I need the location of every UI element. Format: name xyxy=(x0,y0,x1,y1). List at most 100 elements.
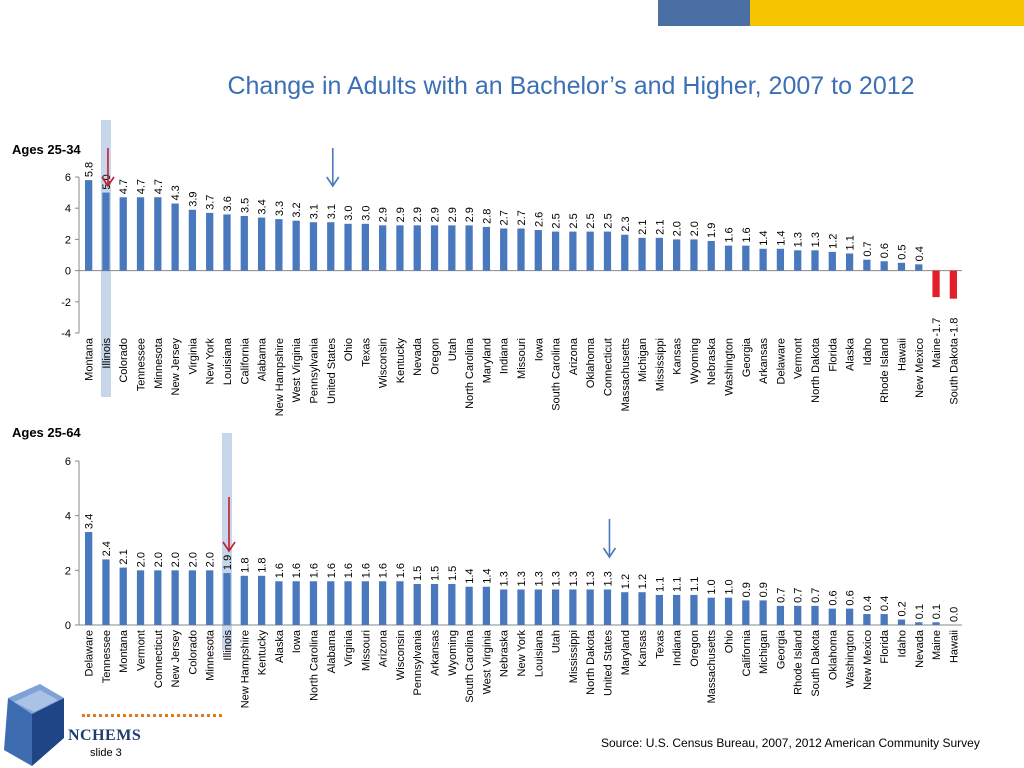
bar-oklahoma xyxy=(586,231,594,271)
data-label: 1.0 xyxy=(724,579,736,594)
bar-alaska xyxy=(845,253,854,271)
category-label: Nebraska xyxy=(499,629,511,677)
data-label: 4.7 xyxy=(153,179,165,194)
category-label: Pennsylvania xyxy=(308,337,320,403)
y-tick-label: 4 xyxy=(65,203,71,215)
data-label: 4.3 xyxy=(170,185,182,200)
bar-west-virginia xyxy=(292,220,300,271)
bar-massachusetts xyxy=(621,234,629,271)
data-label: 0.0 xyxy=(948,607,960,622)
category-label: South Dakota xyxy=(948,337,960,405)
category-label: Rhode Island xyxy=(879,338,891,403)
data-label: 2.0 xyxy=(170,552,182,567)
category-label: New Mexico xyxy=(914,338,926,398)
source-note: Source: U.S. Census Bureau, 2007, 2012 A… xyxy=(601,736,980,750)
category-label: Oregon xyxy=(689,630,701,667)
category-label: Kansas xyxy=(672,338,684,375)
bar-washington xyxy=(724,245,733,271)
bar-wyoming xyxy=(448,584,456,625)
red-arrow-head xyxy=(101,176,115,188)
category-label: North Carolina xyxy=(464,337,476,409)
category-label: Ohio xyxy=(343,338,355,361)
bar-kentucky xyxy=(396,225,404,271)
category-label: Texas xyxy=(654,630,666,659)
data-label: 1.0 xyxy=(706,579,718,594)
nchems-cube-logo xyxy=(4,684,64,766)
bar-utah xyxy=(551,589,560,625)
y-tick-label: 6 xyxy=(65,456,71,468)
red-arrow-head xyxy=(222,541,236,553)
bar-vermont xyxy=(794,250,802,271)
category-label: Alabama xyxy=(257,337,269,381)
category-label: Louisiana xyxy=(533,629,545,677)
data-label: 0.1 xyxy=(914,604,926,619)
bar-montana xyxy=(119,567,127,625)
slide-title: Change in Adults with an Bachelor’s and … xyxy=(227,72,915,100)
data-label: 2.0 xyxy=(187,552,199,567)
data-label: 0.6 xyxy=(879,243,891,258)
category-label: Washington xyxy=(845,630,857,688)
y-tick-label: 2 xyxy=(65,565,71,577)
category-label: Mississippi xyxy=(654,338,666,391)
bar-nebraska xyxy=(500,589,508,625)
bar-tennessee xyxy=(102,559,110,625)
data-label: 0.5 xyxy=(896,245,908,260)
bar-united-states xyxy=(603,589,612,625)
chart-panel-2: Ages 25-64 6 4 2 0 3.4 Delaware 2.4 Tennessee 2.1… xyxy=(12,425,962,708)
category-label: New Jersey xyxy=(170,338,182,396)
data-label: 1.4 xyxy=(758,230,770,245)
bar-north-carolina xyxy=(309,581,318,625)
category-label: Indiana xyxy=(672,629,684,666)
data-label: 3.7 xyxy=(205,195,217,210)
category-label: California xyxy=(741,629,753,676)
data-label: 1.2 xyxy=(637,574,649,589)
bar-iowa xyxy=(534,230,542,271)
bar-texas xyxy=(655,594,663,625)
logo-dotted-rule xyxy=(82,714,222,717)
bar-new-york xyxy=(517,589,525,625)
category-label: Nevada xyxy=(412,337,424,376)
bar-washington xyxy=(845,608,854,625)
y-tick-label: -4 xyxy=(61,328,71,340)
data-label: 1.6 xyxy=(308,563,320,578)
bar-kansas xyxy=(638,592,646,625)
category-label: New Jersey xyxy=(170,630,182,688)
bar-arizona xyxy=(379,581,387,625)
data-label: 1.3 xyxy=(585,571,597,586)
data-label: 1.1 xyxy=(689,577,701,592)
category-label: Wisconsin xyxy=(395,630,407,680)
bar-wisconsin xyxy=(396,581,404,625)
bar-missouri xyxy=(361,581,369,625)
bar-minnesota xyxy=(206,570,214,625)
data-label: 4.7 xyxy=(136,179,148,194)
category-label: New York xyxy=(205,338,217,385)
category-label: Vermont xyxy=(793,338,805,379)
data-label: -1.8 xyxy=(948,318,960,337)
bar-united-states xyxy=(327,222,335,271)
bar-virginia xyxy=(344,581,352,625)
bar-wyoming xyxy=(690,239,698,271)
data-label: 0.7 xyxy=(862,241,874,256)
data-label: 1.4 xyxy=(481,568,493,583)
data-label: 3.1 xyxy=(326,204,338,219)
category-label: Massachusetts xyxy=(706,630,718,704)
data-label: 0.6 xyxy=(827,590,839,605)
bar-arizona xyxy=(569,231,577,271)
data-label: 3.9 xyxy=(187,191,199,206)
category-label: Idaho xyxy=(896,630,908,658)
category-label: Virginia xyxy=(187,337,199,374)
category-label: Georgia xyxy=(775,629,787,669)
category-label: North Dakota xyxy=(585,629,597,695)
data-label: 1.2 xyxy=(827,234,839,249)
data-label: 2.1 xyxy=(637,220,649,235)
data-label: 0.4 xyxy=(862,596,874,611)
data-label: 2.7 xyxy=(516,210,528,225)
category-label: Utah xyxy=(447,338,459,361)
data-label: 1.6 xyxy=(741,227,753,242)
category-label: Maine xyxy=(931,630,943,660)
category-label: California xyxy=(239,337,251,384)
bar-nevada xyxy=(413,225,421,271)
category-label: Vermont xyxy=(136,630,148,671)
bar-south-dakota xyxy=(949,270,957,299)
data-label: 1.6 xyxy=(378,563,390,578)
